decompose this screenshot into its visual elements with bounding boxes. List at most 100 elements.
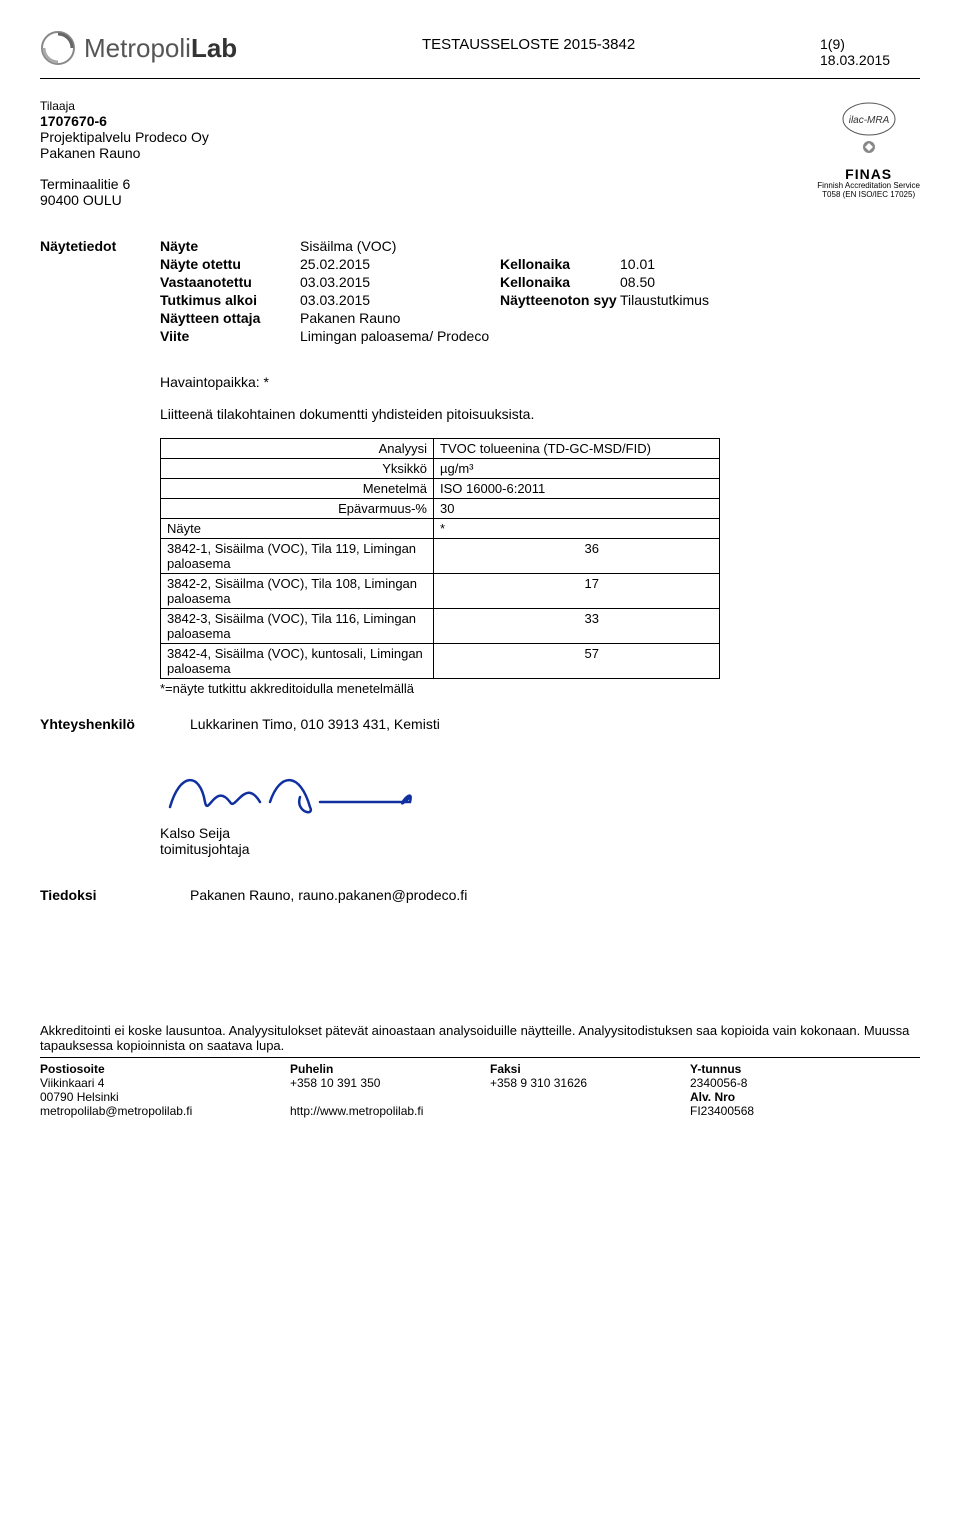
footer-c4a: 2340056-8 bbox=[690, 1076, 920, 1090]
ilac-icon: ilac-MRA bbox=[839, 99, 899, 139]
footer-c3b bbox=[490, 1090, 690, 1104]
footer-c1h: Postiosoite bbox=[40, 1062, 290, 1076]
detail-val1: 03.03.2015 bbox=[300, 292, 500, 308]
meta-value: 30 bbox=[434, 499, 720, 519]
footer-c1c: metropolilab@metropolilab.fi bbox=[40, 1104, 290, 1118]
sample-header-mark: * bbox=[434, 519, 720, 539]
meta-value: µg/m³ bbox=[434, 459, 720, 479]
logo: MetropoliLab bbox=[40, 30, 237, 66]
detail-val2: 08.50 bbox=[620, 274, 920, 290]
accreditation-block: ilac-MRA FINAS Finnish Accreditation Ser… bbox=[817, 99, 920, 200]
logo-swirl-icon bbox=[40, 30, 76, 66]
meta-label: Analyysi bbox=[161, 439, 434, 459]
detail-key: Viite bbox=[160, 328, 300, 344]
observation-title: Havaintopaikka: * bbox=[160, 374, 920, 390]
detail-val1: 03.03.2015 bbox=[300, 274, 500, 290]
page-header: MetropoliLab TESTAUSSELOSTE 2015-3842 1(… bbox=[40, 30, 920, 68]
finas-icon bbox=[839, 139, 899, 163]
client-name: Projektipalvelu Prodeco Oy bbox=[40, 129, 777, 145]
sample-value: 57 bbox=[434, 644, 720, 679]
footer-c2c: http://www.metropolilab.fi bbox=[290, 1104, 490, 1118]
header-rule bbox=[40, 78, 920, 79]
sample-value: 36 bbox=[434, 539, 720, 574]
logo-text-main: Metropoli bbox=[84, 33, 191, 63]
footer-c1a: Viikinkaari 4 bbox=[40, 1076, 290, 1090]
signature-icon bbox=[160, 762, 460, 822]
detail-key: Vastaanotettu bbox=[160, 274, 300, 290]
sample-name: 3842-2, Sisäilma (VOC), Tila 108, Liming… bbox=[161, 574, 434, 609]
logo-text: MetropoliLab bbox=[84, 33, 237, 64]
cc-label: Tiedoksi bbox=[40, 887, 160, 903]
client-addr2: 90400 OULU bbox=[40, 192, 777, 208]
client-block: Tilaaja 1707670-6 Projektipalvelu Prodec… bbox=[40, 99, 777, 208]
sample-value: 17 bbox=[434, 574, 720, 609]
meta-label: Menetelmä bbox=[161, 479, 434, 499]
detail-key: Tutkimus alkoi bbox=[160, 292, 300, 308]
client-label: Tilaaja bbox=[40, 99, 777, 113]
ilac-text: ilac-MRA bbox=[848, 115, 889, 126]
detail-key2: Kellonaika bbox=[500, 274, 620, 290]
sample-header: Näyte bbox=[161, 519, 434, 539]
sample-name: 3842-3, Sisäilma (VOC), Tila 116, Liming… bbox=[161, 609, 434, 644]
detail-val1: Sisäilma (VOC) bbox=[300, 238, 500, 254]
detail-val2 bbox=[620, 328, 920, 344]
signature-name: Kalso Seija bbox=[160, 825, 920, 841]
footer-c3a: +358 9 310 31626 bbox=[490, 1076, 690, 1090]
footer-c4c: FI23400568 bbox=[690, 1104, 920, 1118]
sample-details: NäytetiedotNäyteSisäilma (VOC)Näyte otet… bbox=[40, 238, 920, 344]
cc-row: Tiedoksi Pakanen Rauno, rauno.pakanen@pr… bbox=[40, 887, 920, 903]
detail-val1: 25.02.2015 bbox=[300, 256, 500, 272]
footer-c2b bbox=[290, 1090, 490, 1104]
details-section-label: Näytetiedot bbox=[40, 238, 160, 254]
footer-c3c bbox=[490, 1104, 690, 1118]
client-id: 1707670-6 bbox=[40, 113, 777, 129]
client-addr1: Terminaalitie 6 bbox=[40, 176, 777, 192]
footer-grid: Postiosoite Puhelin Faksi Y-tunnus Viiki… bbox=[40, 1062, 920, 1118]
detail-key2: Kellonaika bbox=[500, 256, 620, 272]
footer-c4h: Y-tunnus bbox=[690, 1062, 920, 1076]
cc-value: Pakanen Rauno, rauno.pakanen@prodeco.fi bbox=[190, 887, 467, 903]
signature-block: Kalso Seija toimitusjohtaja bbox=[160, 762, 920, 857]
observation-attachment: Liitteenä tilakohtainen dokumentti yhdis… bbox=[160, 406, 920, 422]
detail-key2 bbox=[500, 328, 620, 344]
table-footnote: *=näyte tutkittu akkreditoidulla menetel… bbox=[160, 681, 920, 696]
meta-value: TVOC tolueenina (TD-GC-MSD/FID) bbox=[434, 439, 720, 459]
contact-value: Lukkarinen Timo, 010 3913 431, Kemisti bbox=[190, 716, 440, 732]
logo-text-bold: Lab bbox=[191, 33, 237, 63]
footer-c1b: 00790 Helsinki bbox=[40, 1090, 290, 1104]
finas-sub2: T058 (EN ISO/IEC 17025) bbox=[817, 191, 920, 200]
detail-key: Näyte otettu bbox=[160, 256, 300, 272]
detail-key2 bbox=[500, 310, 620, 326]
sample-name: 3842-1, Sisäilma (VOC), Tila 119, Liming… bbox=[161, 539, 434, 574]
footer-c4b: Alv. Nro bbox=[690, 1090, 920, 1104]
footer-c3h: Faksi bbox=[490, 1062, 690, 1076]
detail-val1: Limingan paloasema/ Prodeco bbox=[300, 328, 500, 344]
detail-val2 bbox=[620, 238, 920, 254]
meta-label: Epävarmuus-% bbox=[161, 499, 434, 519]
contact-row: Yhteyshenkilö Lukkarinen Timo, 010 3913 … bbox=[40, 716, 920, 732]
observation-block: Havaintopaikka: * Liitteenä tilakohtaine… bbox=[160, 374, 920, 696]
detail-val2: Tilaustutkimus bbox=[620, 292, 920, 308]
report-date: 18.03.2015 bbox=[820, 52, 920, 68]
footer-c2a: +358 10 391 350 bbox=[290, 1076, 490, 1090]
footer-c2h: Puhelin bbox=[290, 1062, 490, 1076]
page-number: 1(9) bbox=[820, 36, 920, 52]
detail-val1: Pakanen Rauno bbox=[300, 310, 500, 326]
detail-val2 bbox=[620, 310, 920, 326]
signature-title: toimitusjohtaja bbox=[160, 841, 920, 857]
meta-value: ISO 16000-6:2011 bbox=[434, 479, 720, 499]
detail-key2: Näytteenoton syy bbox=[500, 292, 620, 308]
client-person: Pakanen Rauno bbox=[40, 145, 777, 161]
page-number-block: 1(9) 18.03.2015 bbox=[820, 36, 920, 68]
footer-rule bbox=[40, 1057, 920, 1058]
report-title: TESTAUSSELOSTE 2015-3842 bbox=[422, 36, 635, 53]
sample-name: 3842-4, Sisäilma (VOC), kuntosali, Limin… bbox=[161, 644, 434, 679]
sample-value: 33 bbox=[434, 609, 720, 644]
detail-key: Näytteen ottaja bbox=[160, 310, 300, 326]
meta-label: Yksikkö bbox=[161, 459, 434, 479]
finas-text: FINAS bbox=[817, 167, 920, 182]
detail-val2: 10.01 bbox=[620, 256, 920, 272]
contact-label: Yhteyshenkilö bbox=[40, 716, 160, 732]
footer-note: Akkreditointi ei koske lausuntoa. Analyy… bbox=[40, 1023, 920, 1053]
detail-key2 bbox=[500, 238, 620, 254]
